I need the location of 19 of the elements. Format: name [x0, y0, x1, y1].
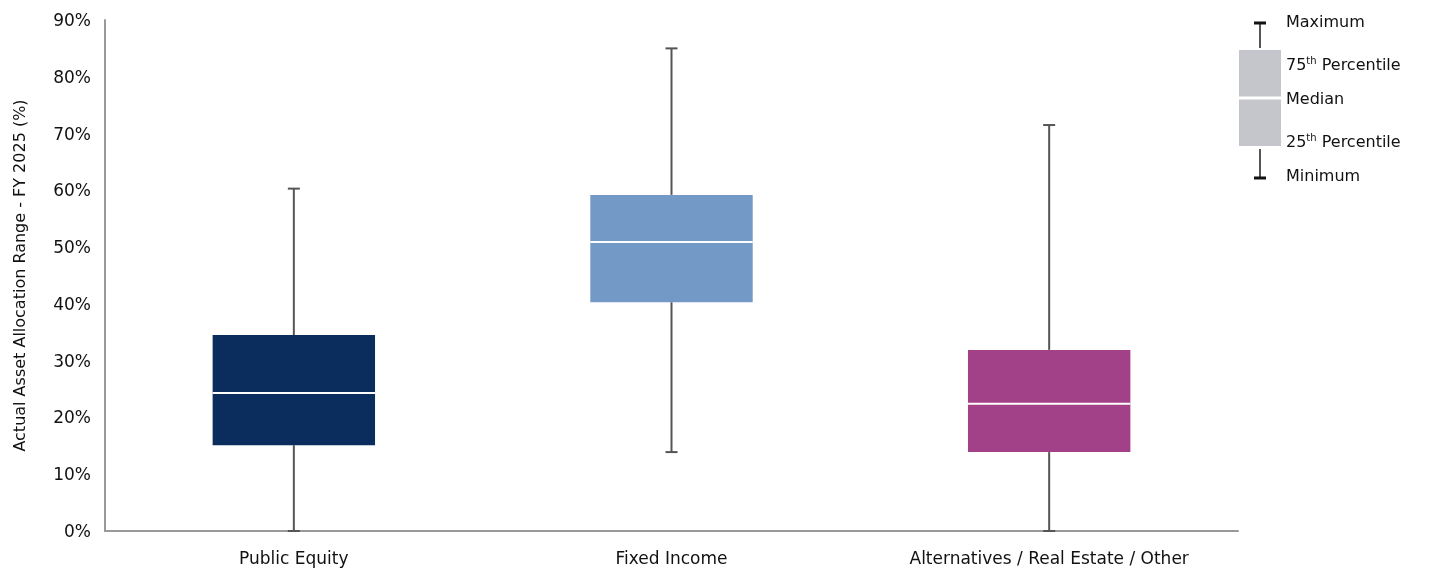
text: Median [1286, 89, 1345, 109]
text: Minimum [1286, 166, 1361, 186]
y-tick-label: 90% [53, 10, 91, 30]
text: 25$^{th}$ Percentile [1286, 130, 1401, 152]
text: Maximum [1286, 12, 1365, 32]
y-axis-title: Actual Asset Allocation Range - FY 2025 (%) [9, 99, 29, 452]
y-tick-label: 10% [53, 464, 91, 485]
y-tick-label: 50% [53, 237, 91, 258]
y-tick-label: 20% [53, 407, 91, 428]
x-tick-label: Fixed Income [615, 547, 728, 568]
y-tick-label: 0% [64, 521, 91, 541]
y-tick-label: 70% [53, 123, 91, 144]
y-tick-label: 60% [53, 180, 91, 201]
y-tick-label: 30% [53, 350, 91, 371]
x-tick-label: Alternatives / Real Estate / Other [909, 547, 1189, 568]
y-tick-label: 80% [53, 66, 91, 87]
y-tick-label: 40% [53, 293, 91, 314]
x-tick-label: Public Equity [239, 547, 349, 568]
text: 75$^{th}$ Percentile [1286, 53, 1401, 75]
